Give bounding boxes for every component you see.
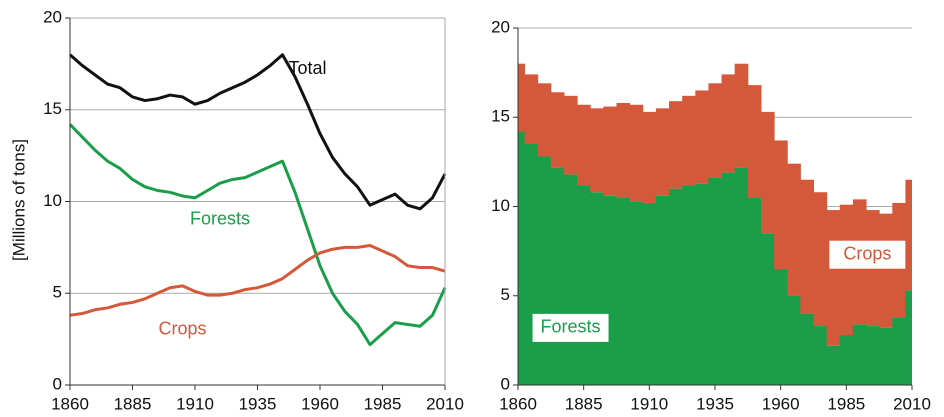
bar-segment: [655, 108, 670, 196]
bar-segment: [603, 195, 617, 385]
bar-segment: [518, 63, 526, 132]
bar-segment: [642, 202, 657, 385]
bar-segment: [905, 179, 912, 291]
bar-segment: [669, 101, 683, 189]
bar-segment: [563, 174, 578, 385]
bar-segment: [826, 210, 841, 346]
bar-segment: [537, 83, 552, 157]
bar-segment: [747, 197, 762, 385]
x-tick-label: 2010: [893, 394, 931, 413]
y-tick-label: 20: [491, 17, 510, 36]
x-tick-label: 1985: [827, 394, 865, 413]
series-line: [69, 244, 446, 317]
bar-segment: [879, 327, 893, 385]
bar-segment: [800, 179, 814, 314]
y-axis-label: [Millions of tons]: [9, 139, 28, 261]
bar-segment: [839, 335, 854, 385]
y-tick-label: 20: [43, 7, 62, 26]
bar-segment: [760, 111, 775, 234]
bar-segment: [616, 102, 631, 198]
y-tick-label: 10: [491, 196, 510, 215]
series-label: Crops: [158, 319, 206, 339]
y-tick-label: 10: [43, 191, 62, 210]
bar-segment: [524, 144, 539, 385]
y-tick-label: 5: [501, 285, 510, 304]
bar-segment: [721, 172, 736, 385]
series-label: Total: [288, 58, 326, 78]
bar-segment: [682, 95, 696, 186]
y-tick-label: 5: [53, 283, 62, 302]
bar-segment: [695, 90, 709, 184]
bar-segment: [524, 74, 539, 145]
bar-segment: [879, 213, 893, 328]
x-tick-label: 1960: [762, 394, 800, 413]
y-tick-label: 0: [501, 374, 510, 393]
series-label: Crops: [843, 243, 891, 263]
bar-segment: [563, 95, 578, 175]
series-line: [69, 53, 447, 211]
x-tick-label: 1935: [696, 394, 734, 413]
bar-segment: [852, 324, 867, 385]
bar-segment: [590, 192, 604, 385]
x-tick-label: 1860: [51, 394, 89, 413]
bar-segment: [708, 177, 723, 385]
bar-segment: [734, 63, 749, 168]
bar-segment: [787, 163, 801, 296]
bar-segment: [787, 295, 801, 385]
bar-segment: [813, 326, 828, 385]
bar-segment: [839, 204, 854, 336]
bar-segment: [800, 313, 814, 385]
bar-segment: [577, 185, 591, 385]
series-label: Forests: [190, 209, 250, 229]
label-box: [829, 240, 906, 269]
y-tick-label: 15: [491, 107, 510, 126]
bar-segment: [747, 85, 762, 198]
bar-segment: [629, 201, 644, 385]
bar-segment: [866, 326, 880, 385]
bar-segment: [655, 195, 670, 385]
x-tick-label: 1885: [114, 394, 152, 413]
series-line: [68, 123, 447, 347]
y-tick-label: 0: [53, 374, 62, 393]
series-label: Forests: [541, 317, 601, 337]
bar-segment: [708, 83, 723, 178]
bar-segment: [682, 185, 696, 385]
bar-segment: [537, 156, 552, 385]
x-tick-label: 1885: [565, 394, 603, 413]
label-box: [532, 313, 609, 342]
y-tick-label: 15: [43, 99, 62, 118]
bar-segment: [826, 345, 841, 385]
bar-segment: [905, 290, 912, 385]
x-tick-label: 1935: [239, 394, 277, 413]
bar-segment: [774, 268, 788, 385]
x-tick-label: 1860: [499, 394, 537, 413]
bar-segment: [550, 167, 565, 385]
bar-segment: [695, 183, 709, 385]
x-tick-label: 2010: [426, 394, 464, 413]
bar-segment: [721, 74, 736, 173]
bar-segment: [550, 92, 565, 168]
bar-segment: [892, 317, 906, 385]
x-tick-label: 1910: [630, 394, 668, 413]
bar-segment: [774, 140, 788, 269]
bar-segment: [642, 111, 657, 203]
bar-segment: [603, 106, 617, 196]
bar-segment: [669, 188, 683, 385]
bar-segment: [616, 197, 631, 385]
x-tick-label: 1910: [176, 394, 214, 413]
x-tick-label: 1985: [364, 394, 402, 413]
bar-segment: [518, 131, 526, 385]
bar-segment: [760, 233, 775, 385]
bar-segment: [813, 192, 828, 327]
bar-segment: [734, 167, 749, 385]
bar-segment: [577, 104, 591, 186]
x-tick-label: 1960: [301, 394, 339, 413]
bar-segment: [590, 108, 604, 193]
bar-segment: [629, 104, 644, 202]
